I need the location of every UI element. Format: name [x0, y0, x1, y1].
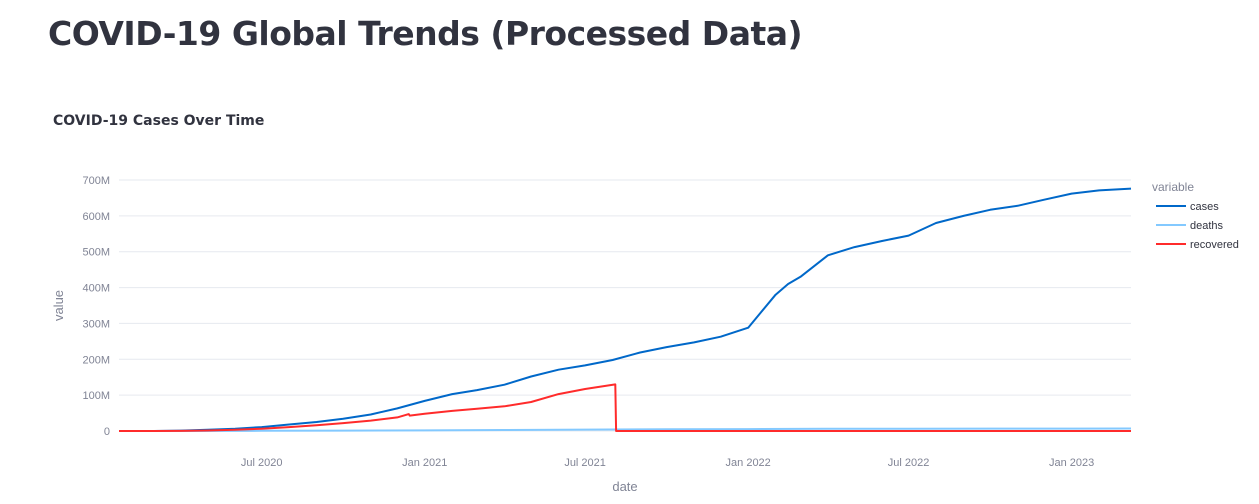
legend-item-deaths[interactable]: deaths: [1156, 220, 1224, 232]
y-tick-label: 0: [104, 426, 110, 438]
x-tick-label: Jul 2020: [241, 457, 283, 469]
legend-label: recovered: [1190, 239, 1239, 251]
series-line-deaths[interactable]: [119, 427, 1132, 432]
x-tick-label: Jul 2021: [564, 457, 606, 469]
y-tick-label: 200M: [82, 354, 110, 366]
x-tick-label: Jan 2023: [1049, 457, 1094, 469]
y-axis-ticks: 0 100M 200M 300M 400M 500M 600M 700M: [82, 175, 110, 438]
chart-title: COVID-19 Cases Over Time: [53, 113, 264, 129]
series-line-recovered[interactable]: [119, 383, 1131, 432]
x-axis-label: date: [612, 479, 637, 494]
y-tick-label: 100M: [82, 390, 110, 402]
series-line-cases[interactable]: [119, 187, 1132, 432]
legend-item-recovered[interactable]: recovered: [1156, 239, 1239, 251]
x-axis-ticks: Jul 2020 Jan 2021 Jul 2021 Jan 2022 Jul 2022…: [241, 457, 1094, 469]
legend-label: deaths: [1190, 220, 1224, 232]
legend-title: variable: [1152, 180, 1194, 194]
y-tick-label: 400M: [82, 283, 110, 295]
series-lines[interactable]: [119, 187, 1132, 432]
legend-label: cases: [1190, 201, 1219, 213]
chart-container[interactable]: COVID-19 Cases Over Time 0 100M 200M 300M 40…: [0, 100, 1259, 504]
y-axis-label: value: [51, 290, 66, 321]
y-tick-label: 600M: [82, 211, 110, 223]
x-tick-label: Jul 2022: [888, 457, 930, 469]
gridlines: [119, 179, 1131, 432]
x-tick-label: Jan 2021: [402, 457, 447, 469]
y-tick-label: 300M: [82, 318, 110, 330]
x-tick-label: Jan 2022: [726, 457, 771, 469]
page-title: COVID-19 Global Trends (Processed Data): [48, 14, 803, 53]
line-chart[interactable]: COVID-19 Cases Over Time 0 100M 200M 300M 40…: [0, 100, 1259, 504]
legend-item-cases[interactable]: cases: [1156, 201, 1219, 213]
y-tick-label: 700M: [82, 175, 110, 187]
y-tick-label: 500M: [82, 247, 110, 259]
legend[interactable]: variable cases deaths recovered: [1152, 180, 1239, 251]
